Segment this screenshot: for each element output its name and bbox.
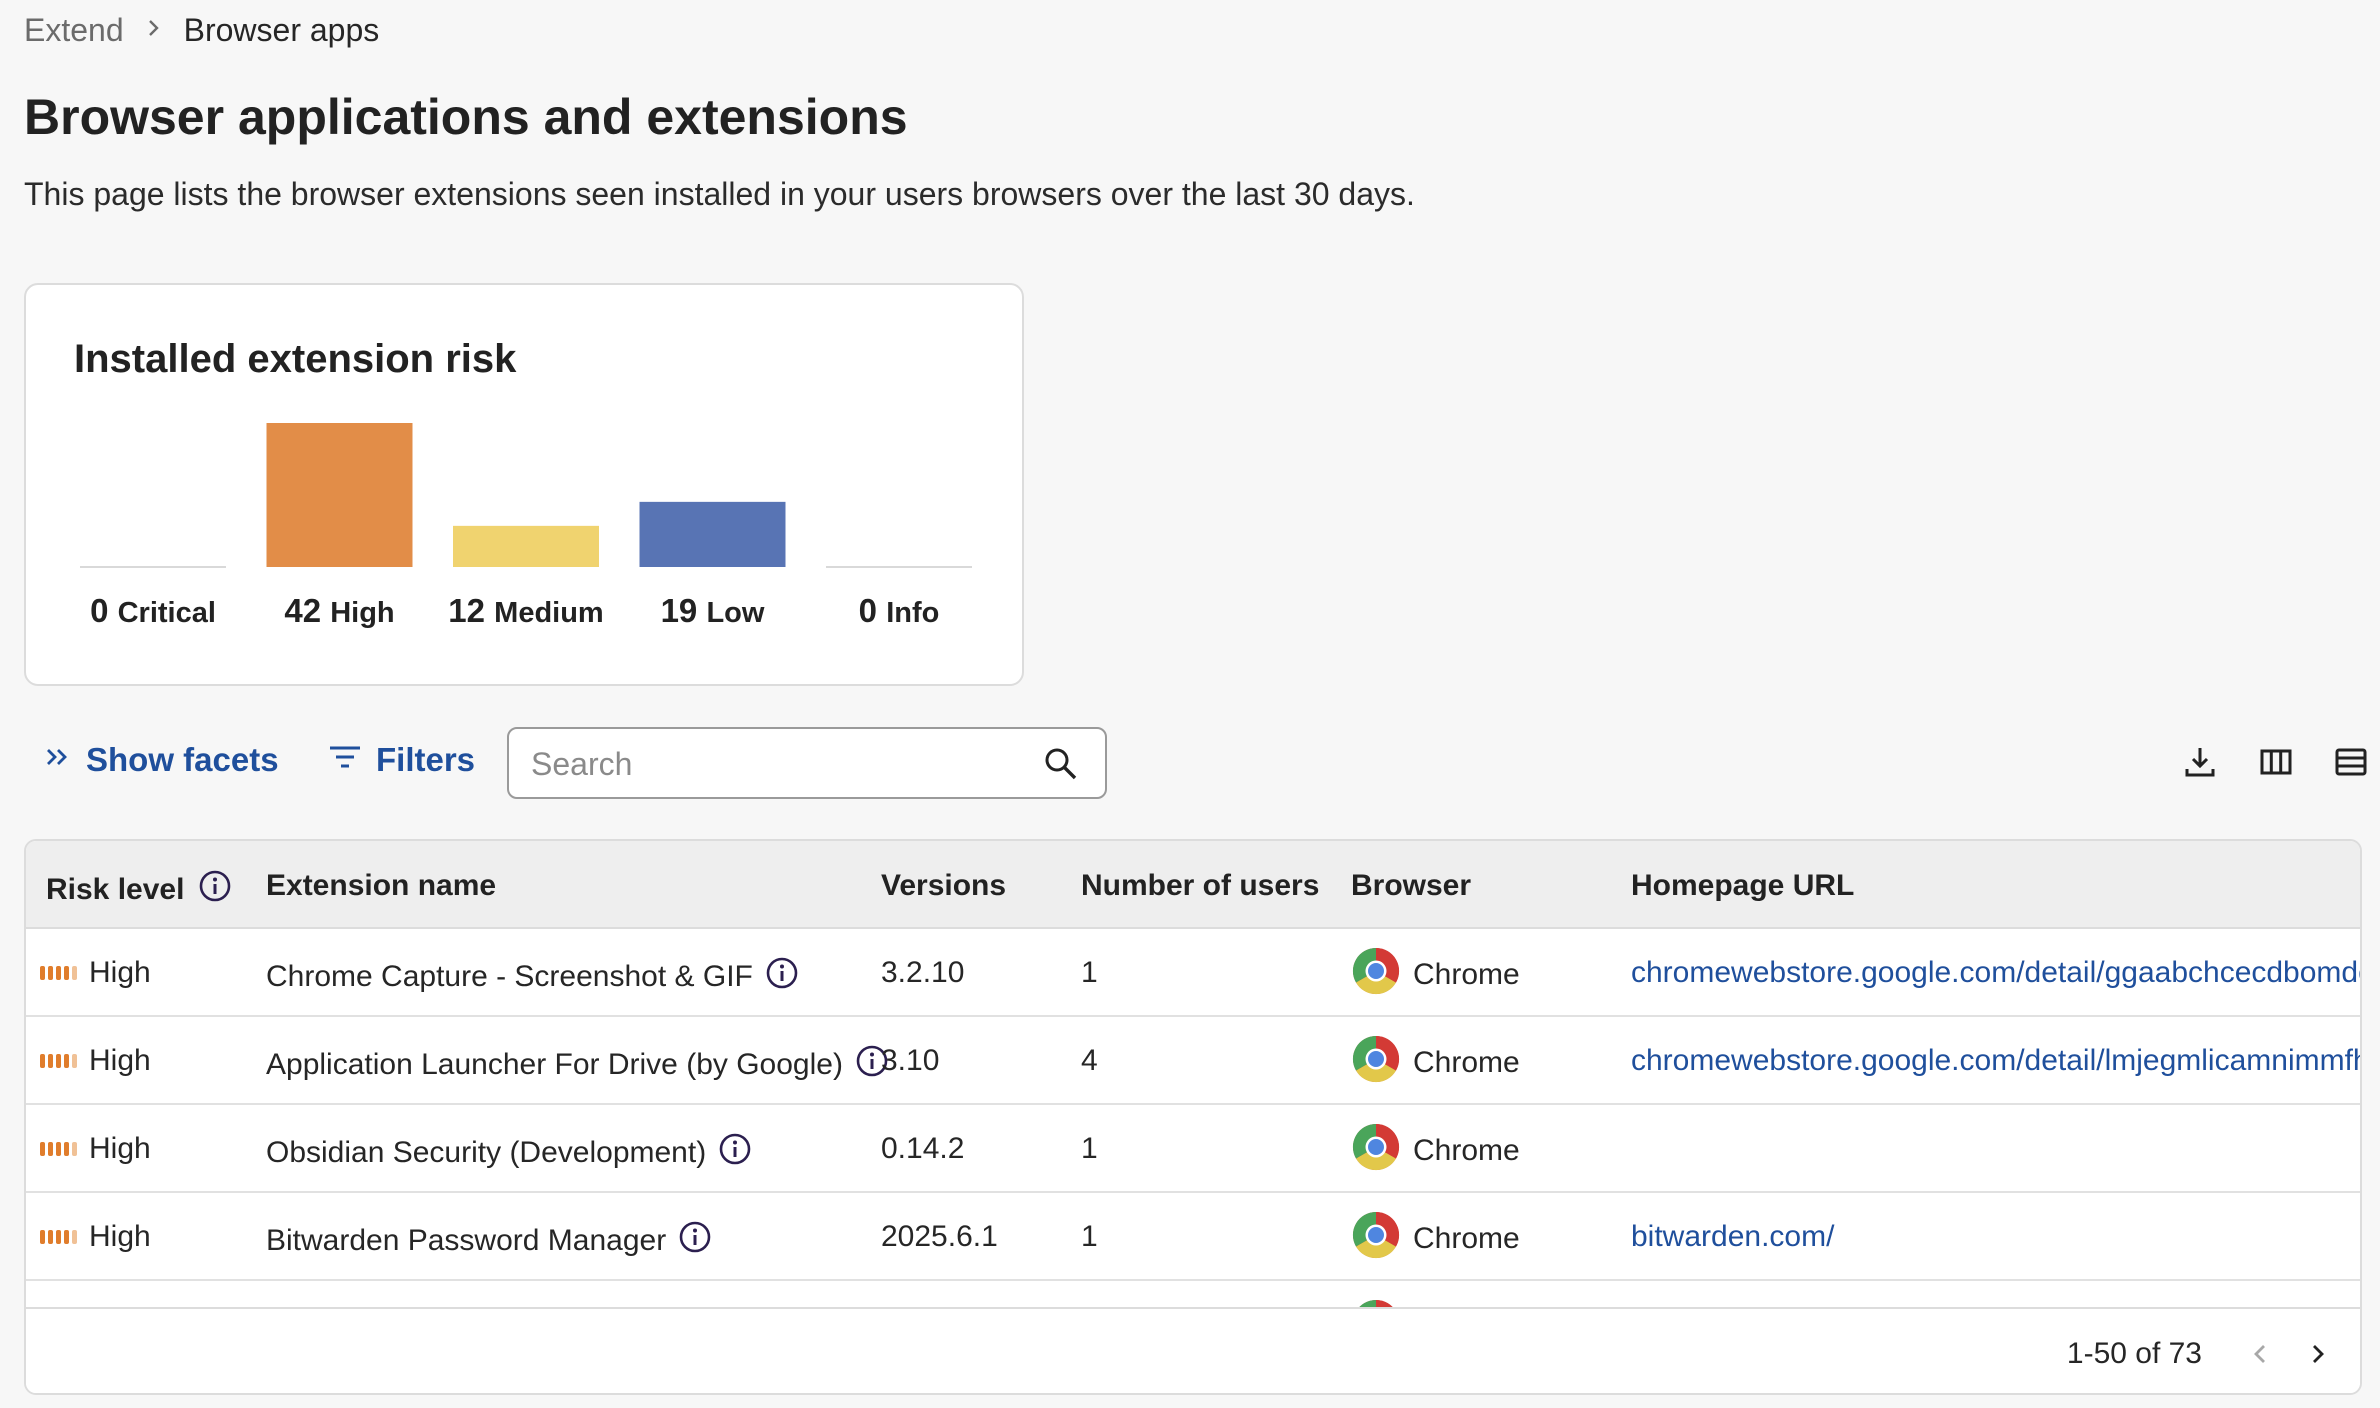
chrome-logo-icon [1351,946,1401,1004]
risk-high-icon [40,1054,77,1068]
info-icon[interactable] [198,869,232,911]
bar-label-critical: 0 Critical [90,592,216,629]
browser-name: Chrome [1413,1046,1520,1079]
users-cell: 1 [1081,1132,1098,1165]
filter-icon [328,741,362,779]
browser-name: Chrome [1413,1222,1520,1255]
bar-label-info: 0 Info [859,592,940,629]
risk-level-cell: High [40,1220,151,1254]
browser-cell: Chrome [1351,1210,1520,1268]
extension-name: Obsidian Security (Development) [266,1136,707,1169]
installed-extension-risk-card: Installed extension risk 0 Critical 42 Hi… [24,283,1024,686]
risk-high-icon [40,1230,77,1244]
density-icon[interactable] [2334,745,2368,784]
version-cell: 2025.6.1 [881,1220,998,1253]
risk-level-cell: High [40,956,151,990]
extension-name-cell: Application Launcher For Drive (by Googl… [266,1044,889,1086]
show-facets-button[interactable]: Show facets [44,741,279,779]
show-facets-label: Show facets [86,741,279,778]
info-icon[interactable] [718,1132,752,1174]
info-icon[interactable] [765,956,799,998]
users-cell: 4 [1081,1044,1098,1077]
users-cell: 1 [1081,1220,1098,1253]
extension-name: Chrome Capture - Screenshot & GIF [266,960,753,993]
info-icon[interactable] [855,1044,889,1086]
risk-bar-chart: 0 Critical 42 High 12 Medium 19 Low 0 Info [80,423,972,629]
risk-level-text: High [89,956,151,989]
extension-name-cell: Obsidian Security (Development) [266,1132,752,1174]
bar-label-medium: 12 Medium [448,592,603,629]
version-cell: 0.14.2 [881,1132,965,1165]
table-header: Risk level Extension name Versions Numbe… [26,841,2360,929]
table-row[interactable]: High Chrome Capture - Screenshot & GIF 3.2… [26,929,2360,1017]
browser-cell: Chrome [1351,1122,1520,1180]
bar-label-high: 42 High [284,592,394,629]
table-row[interactable]: High Application Launcher For Drive (by G… [26,1017,2360,1105]
column-header-versions[interactable]: Versions [881,869,1007,902]
filters-label: Filters [376,741,476,778]
homepage-url-link[interactable]: chromewebstore.google.com/detail/lmjegml… [1631,1044,2360,1077]
pagination-range: 1-50 of 73 [2066,1337,2202,1370]
table-footer: 1-50 of 73 [26,1307,2360,1393]
bar-low[interactable] [639,501,786,567]
column-header-number-of-users[interactable]: Number of users [1081,869,1320,902]
page-title: Browser applications and extensions [24,89,908,145]
browser-cell: Chrome [1351,946,1520,1004]
table-row[interactable]: High Obsidian Security (Development) 0.14.… [26,1105,2360,1193]
double-chevron-right-icon [44,741,72,779]
bar-label-low: 19 Low [661,592,765,629]
chrome-logo-icon [1351,1210,1401,1268]
chevron-right-icon[interactable] [2306,1337,2330,1376]
version-cell: 3.10 [881,1044,940,1077]
bar-high[interactable] [266,423,413,567]
search-box [507,727,1107,799]
columns-icon[interactable] [2259,745,2293,784]
extension-name: Bitwarden Password Manager [266,1224,667,1257]
filters-button[interactable]: Filters [328,741,475,779]
browser-name: Chrome [1413,1134,1520,1167]
column-header-browser[interactable]: Browser [1351,869,1472,902]
extension-name: Application Launcher For Drive (by Googl… [266,1048,843,1081]
risk-level-cell: High [40,1132,151,1166]
column-label: Risk level [46,873,185,906]
extension-name-cell: Chrome Capture - Screenshot & GIF [266,956,799,998]
version-cell: 3.2.10 [881,956,965,989]
info-icon[interactable] [678,1220,712,1262]
risk-high-icon [40,1142,77,1156]
column-header-risk-level[interactable]: Risk level [46,869,232,911]
extension-name-cell: Bitwarden Password Manager [266,1220,712,1262]
risk-high-icon [40,966,77,980]
risk-level-text: High [89,1132,151,1165]
breadcrumb-extend-link[interactable]: Extend [24,12,124,48]
breadcrumb: Extend Browser apps [24,12,379,49]
search-input[interactable] [531,743,1011,785]
column-header-extension-name[interactable]: Extension name [266,869,497,902]
risk-level-cell: High [40,1044,151,1078]
chevron-right-icon [146,15,162,47]
search-icon[interactable] [1043,746,1079,787]
table-row[interactable]: High Bitwarden Password Manager 2025.6.1 1 C… [26,1193,2360,1281]
risk-level-text: High [89,1044,151,1077]
browser-cell: Chrome [1351,1034,1520,1092]
card-title: Installed extension risk [74,337,517,381]
download-icon[interactable] [2183,745,2217,784]
page-description: This page lists the browser extensions s… [24,176,1415,212]
browser-name: Chrome [1413,958,1520,991]
users-cell: 1 [1081,956,1098,989]
chevron-left-icon[interactable] [2248,1337,2272,1376]
breadcrumb-current: Browser apps [183,12,380,48]
risk-level-text: High [89,1220,151,1253]
extensions-table: Risk level Extension name Versions Numbe… [24,839,2362,1395]
chrome-logo-icon [1351,1122,1401,1180]
bar-medium[interactable] [453,525,599,567]
chrome-logo-icon [1351,1034,1401,1092]
homepage-url-link[interactable]: chromewebstore.google.com/detail/ggaabch… [1631,956,2360,989]
homepage-url-link[interactable]: bitwarden.com/ [1631,1220,1835,1253]
column-header-homepage-url[interactable]: Homepage URL [1631,869,1855,902]
